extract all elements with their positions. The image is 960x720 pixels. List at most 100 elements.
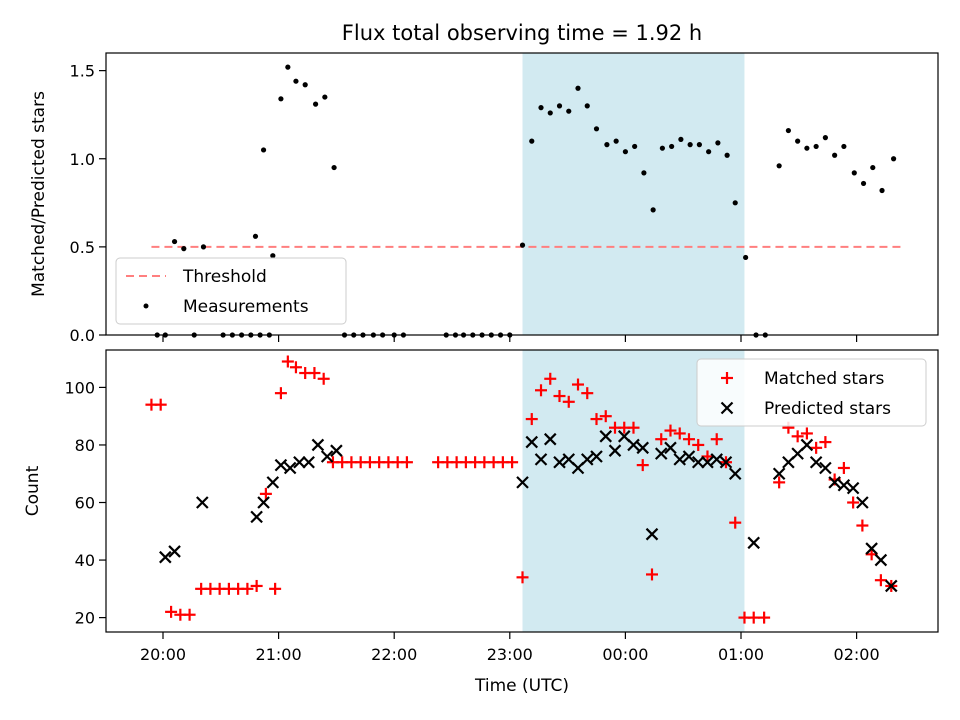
- matched-star-point: [710, 433, 723, 446]
- matched-star-point: [241, 582, 254, 595]
- predicted-star-point: [728, 467, 742, 481]
- predicted-star-point: [168, 545, 181, 558]
- predicted-star-point: [196, 496, 209, 509]
- measurement-point: [632, 143, 638, 150]
- measurement-point: [575, 85, 581, 91]
- y-tick-label: 60: [75, 494, 95, 513]
- predicted-star-point: [553, 455, 566, 469]
- predicted-star-point: [819, 461, 832, 475]
- matched-star-point: [165, 605, 178, 618]
- predicted-star-point: [673, 453, 687, 466]
- predicted-star-point: [664, 441, 677, 455]
- measurement-point: [743, 254, 749, 261]
- measurement-point: [813, 143, 819, 150]
- predicted-star-point: [525, 435, 539, 449]
- measurement-point: [556, 103, 563, 109]
- predicted-star-point: [516, 476, 529, 489]
- matched-star-point: [627, 421, 640, 434]
- matched-star-point: [553, 390, 566, 403]
- predicted-star-point: [320, 450, 334, 463]
- x-axis-label: Time (UTC): [474, 676, 569, 696]
- matched-star-point: [837, 461, 850, 474]
- measurement-point: [584, 103, 590, 109]
- measurement-point: [260, 147, 267, 153]
- measurement-point: [732, 200, 738, 206]
- measurement-point: [785, 127, 791, 134]
- measurement-point: [641, 170, 647, 176]
- predicted-star-point: [330, 444, 343, 457]
- x-tick-label: 21:00: [256, 645, 302, 664]
- matched-star-point: [183, 608, 196, 621]
- x-tick-label: 01:00: [718, 645, 764, 664]
- measurement-point: [613, 138, 619, 144]
- top-x-ticks: [162, 335, 858, 342]
- matched-star-point: [856, 519, 869, 532]
- predicted-star-point: [311, 438, 325, 452]
- predicted-star-point: [654, 447, 668, 460]
- predicted-star-point: [534, 453, 548, 466]
- predicted-star-point: [856, 496, 869, 509]
- matched-star-point: [673, 427, 686, 440]
- matched-star-point: [562, 395, 575, 408]
- measurement-point: [593, 126, 600, 132]
- matched-star-point: [810, 441, 823, 454]
- measurement-point: [696, 142, 702, 148]
- legend-measurements-label: Measurements: [183, 297, 309, 317]
- matched-star-point: [800, 427, 813, 440]
- legend-matched-label: Matched stars: [764, 369, 884, 389]
- y-tick-label: 0.0: [70, 326, 95, 345]
- measurement-point: [659, 145, 665, 151]
- matched-star-point: [269, 582, 282, 595]
- predicted-star-point: [710, 453, 724, 466]
- bottom-y-ticks: 20 40 60 80 100: [64, 378, 106, 628]
- matched-star-point: [819, 436, 832, 449]
- x-tick-label: 23:00: [487, 645, 533, 664]
- top-shaded-span: [522, 53, 745, 335]
- y-tick-label: 20: [75, 609, 95, 628]
- matched-star-point: [154, 398, 167, 411]
- bottom-legend-box: [696, 358, 927, 427]
- matched-star-point: [400, 456, 413, 469]
- measurement-point: [776, 163, 782, 169]
- predicted-star-point: [846, 481, 860, 495]
- predicted-star-point: [719, 455, 733, 469]
- legend-threshold-label: Threshold: [182, 267, 267, 287]
- measurement-point: [669, 143, 675, 150]
- measurement-point: [604, 142, 610, 148]
- matched-star-point: [636, 459, 649, 472]
- top-legend: Threshold Measurements: [115, 257, 347, 325]
- predicted-star-point: [266, 476, 280, 489]
- matched-star-point: [865, 548, 878, 561]
- measurement-point: [832, 152, 838, 158]
- bottom-panel: 20 40 60 80 100 20:00 21:00 22:00 23:00 00:00 01:…: [23, 349, 939, 696]
- measurement-point: [322, 94, 328, 100]
- predicted-star-point: [590, 450, 603, 463]
- measurement-point: [566, 108, 572, 114]
- y-tick-label: 40: [75, 551, 95, 570]
- matched-star-point: [847, 496, 860, 509]
- measurement-point: [822, 135, 828, 141]
- matched-star-point: [791, 430, 804, 443]
- measurement-point: [538, 105, 544, 111]
- matched-star-point: [747, 611, 760, 624]
- measurement-point: [804, 145, 810, 151]
- predicted-star-point: [283, 461, 297, 475]
- measurement-point: [890, 156, 897, 162]
- predicted-star-point: [691, 455, 705, 469]
- matched-star-point: [308, 367, 321, 380]
- predicted-star-point: [274, 458, 288, 472]
- matched-star-point: [259, 487, 272, 500]
- measurement-point: [715, 140, 721, 146]
- measurement-point: [879, 187, 885, 194]
- y-tick-label: 0.5: [70, 238, 95, 257]
- predicted-star-point: [885, 579, 898, 593]
- predicted-star-point: [250, 510, 263, 524]
- matched-star-point: [516, 571, 529, 584]
- measurement-point: [851, 170, 857, 176]
- predicted-star-point: [747, 536, 760, 550]
- predicted-star-point: [608, 444, 622, 457]
- predicted-star-point: [599, 430, 613, 443]
- measurement-point: [252, 233, 259, 239]
- predicted-star-point: [828, 476, 841, 489]
- matched-star-point: [572, 378, 585, 391]
